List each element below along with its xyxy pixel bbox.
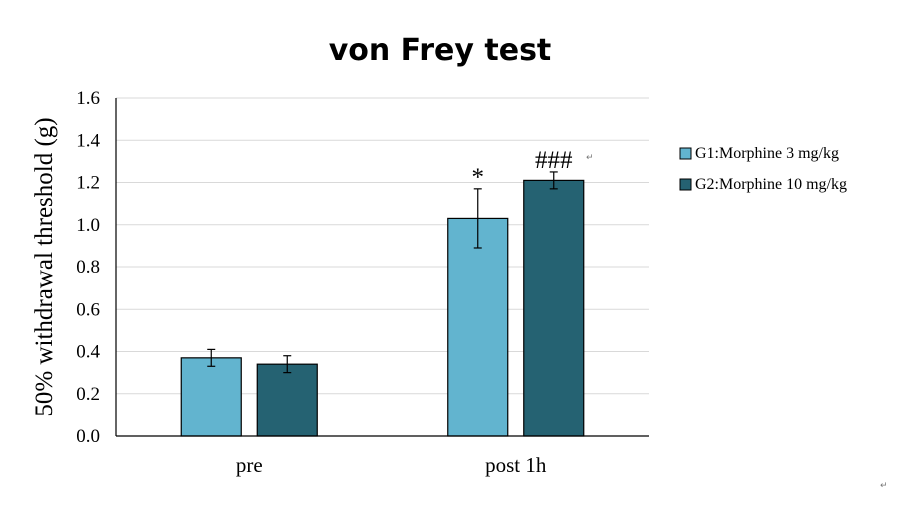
paragraph-mark: ↵ bbox=[880, 481, 888, 491]
significance-mark: ### bbox=[535, 147, 573, 174]
paragraph-mark: ↵ bbox=[586, 153, 594, 163]
legend-label: G1:Morphine 3 mg/kg bbox=[695, 145, 839, 162]
y-tick-label: 1.4 bbox=[76, 130, 100, 151]
bars bbox=[180, 179, 585, 437]
chart-title: von Frey test bbox=[329, 33, 552, 68]
y-axis-label: 50% withdrawal threshold (g) bbox=[31, 117, 58, 416]
y-tick-label: 0.0 bbox=[76, 426, 100, 447]
y-tick-label: 1.2 bbox=[76, 173, 100, 194]
y-tick-label: 1.0 bbox=[76, 215, 100, 236]
y-tick-label: 1.6 bbox=[76, 88, 100, 109]
bar bbox=[180, 357, 242, 437]
y-tick-label: 0.2 bbox=[76, 384, 100, 405]
error-bars bbox=[207, 171, 558, 374]
x-category-label: post 1h bbox=[485, 453, 547, 477]
annotations: * ### bbox=[472, 147, 574, 191]
x-axis-categories: pre post 1h bbox=[236, 453, 547, 477]
bar bbox=[447, 217, 509, 437]
y-tick-label: 0.6 bbox=[76, 299, 100, 320]
gridlines bbox=[116, 97, 649, 395]
bar bbox=[256, 363, 318, 437]
legend-swatch bbox=[679, 147, 692, 160]
y-tick-label: 0.4 bbox=[76, 342, 100, 363]
significance-mark: * bbox=[472, 164, 485, 191]
bar bbox=[523, 179, 585, 437]
legend-swatch bbox=[679, 178, 692, 191]
y-axis-ticks: 0.0 0.2 0.4 0.6 0.8 1.0 1.2 1.4 1.6 bbox=[76, 88, 100, 447]
legend-label: G2:Morphine 10 mg/kg bbox=[695, 176, 847, 193]
y-tick-label: 0.8 bbox=[76, 257, 100, 278]
x-category-label: pre bbox=[236, 453, 263, 477]
legend: G1:Morphine 3 mg/kg G2:Morphine 10 mg/kg bbox=[679, 145, 847, 193]
